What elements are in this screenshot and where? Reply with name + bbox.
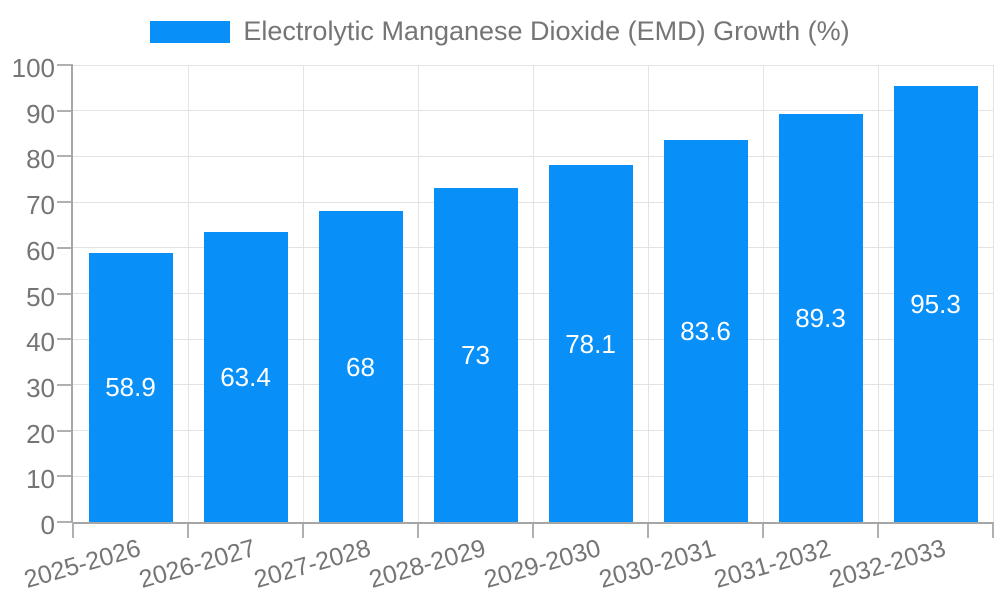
y-tick-mark — [57, 338, 73, 341]
x-tick-mark — [532, 522, 534, 538]
y-tick-mark — [57, 292, 73, 295]
legend-item[interactable]: Electrolytic Manganese Dioxide (EMD) Gro… — [0, 18, 1000, 45]
gridline-vertical — [417, 65, 419, 522]
x-tick-label: 2027-2028 — [251, 534, 374, 594]
y-tick-label: 20 — [26, 418, 55, 449]
y-tick-mark — [57, 383, 73, 386]
x-tick-mark — [762, 522, 764, 538]
bar[interactable]: 95.3 — [893, 86, 978, 522]
gridline-vertical — [647, 65, 649, 522]
gridline-vertical — [762, 65, 764, 522]
y-tick-label: 70 — [26, 190, 55, 221]
y-tick-mark — [57, 475, 73, 478]
x-tick-mark — [302, 522, 304, 538]
bar[interactable]: 58.9 — [88, 252, 173, 522]
gridline-vertical — [992, 65, 994, 522]
gridline-vertical — [877, 65, 879, 522]
bar[interactable]: 83.6 — [663, 139, 748, 522]
bar-value-label: 68 — [346, 351, 375, 382]
legend-label: Electrolytic Manganese Dioxide (EMD) Gro… — [243, 16, 850, 46]
y-tick-mark — [57, 429, 73, 432]
y-tick-mark — [57, 521, 73, 523]
x-tick-mark — [187, 522, 189, 538]
x-tick-mark — [72, 522, 74, 538]
x-tick-label: 2030-2031 — [596, 534, 719, 594]
bar-value-label: 63.4 — [220, 362, 271, 393]
y-tick-mark — [57, 201, 73, 204]
bar-value-label: 83.6 — [680, 315, 731, 346]
bar-value-label: 58.9 — [105, 372, 156, 403]
y-axis-line — [71, 65, 73, 522]
gridline-vertical — [532, 65, 534, 522]
bar[interactable]: 73 — [433, 188, 518, 522]
y-tick-mark — [57, 155, 73, 158]
x-tick-mark — [647, 522, 649, 538]
y-tick-mark — [57, 64, 73, 66]
bar[interactable]: 63.4 — [203, 232, 288, 522]
y-tick-label: 90 — [26, 98, 55, 129]
x-tick-mark — [417, 522, 419, 538]
y-tick-label: 60 — [26, 235, 55, 266]
x-tick-label: 2026-2027 — [136, 534, 259, 594]
x-tick-label: 2031-2032 — [711, 534, 834, 594]
bar[interactable]: 89.3 — [778, 113, 863, 522]
x-axis-line — [73, 522, 993, 524]
y-tick-label: 0 — [40, 510, 55, 540]
gridline-vertical — [187, 65, 189, 522]
bar-value-label: 95.3 — [910, 289, 961, 320]
y-tick-label: 40 — [26, 327, 55, 358]
legend-swatch — [150, 20, 231, 43]
bar[interactable]: 78.1 — [548, 165, 633, 522]
x-tick-label: 2025-2026 — [21, 534, 144, 594]
y-tick-label: 100 — [11, 53, 55, 83]
x-tick-label: 2029-2030 — [481, 534, 604, 594]
bar-value-label: 89.3 — [795, 302, 846, 333]
y-tick-mark — [57, 109, 73, 112]
bar-value-label: 73 — [461, 340, 490, 371]
y-tick-label: 10 — [26, 464, 55, 495]
y-tick-label: 50 — [26, 281, 55, 312]
bar-value-label: 78.1 — [565, 328, 616, 359]
bar[interactable]: 68 — [318, 211, 403, 522]
x-tick-label: 2032-2033 — [826, 534, 949, 594]
x-tick-mark — [992, 522, 994, 538]
gridline-vertical — [302, 65, 304, 522]
y-tick-mark — [57, 246, 73, 249]
y-tick-label: 30 — [26, 372, 55, 403]
x-tick-label: 2028-2029 — [366, 534, 489, 594]
x-tick-mark — [877, 522, 879, 538]
y-tick-label: 80 — [26, 144, 55, 175]
